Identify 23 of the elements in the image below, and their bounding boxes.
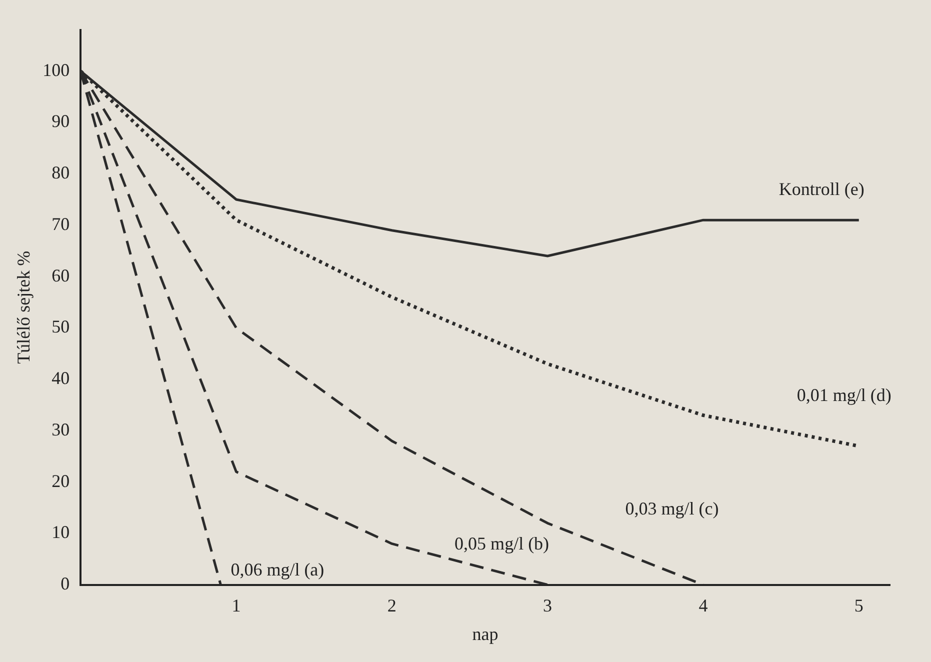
x-tick-label: 4 <box>698 595 708 616</box>
y-tick-label: 30 <box>52 419 70 440</box>
series-label: 0,06 mg/l (a) <box>230 560 324 580</box>
series-label: 0,05 mg/l (b) <box>454 534 550 554</box>
x-tick-label: 1 <box>232 595 241 616</box>
y-tick-label: 0 <box>60 574 70 594</box>
y-axis-title: Túlélő sejtek % <box>14 250 34 364</box>
x-axis-title: nap <box>472 624 498 644</box>
y-tick-label: 70 <box>52 214 70 234</box>
x-tick-label: 2 <box>387 595 396 616</box>
series-label: Kontroll (e) <box>778 178 864 199</box>
y-tick-label: 80 <box>52 162 70 183</box>
series-label: 0,03 mg/l (c) <box>625 498 719 519</box>
y-tick-label: 50 <box>52 316 70 337</box>
x-tick-label: 3 <box>543 595 552 616</box>
y-tick-label: 90 <box>52 111 70 132</box>
y-tick-label: 100 <box>42 60 70 80</box>
y-tick-label: 60 <box>52 265 70 286</box>
y-tick-label: 40 <box>52 368 70 388</box>
y-tick-label: 20 <box>52 470 70 491</box>
series-label: 0,01 mg/l (d) <box>796 384 892 405</box>
y-tick-label: 10 <box>52 522 70 542</box>
x-tick-label: 5 <box>854 595 864 616</box>
